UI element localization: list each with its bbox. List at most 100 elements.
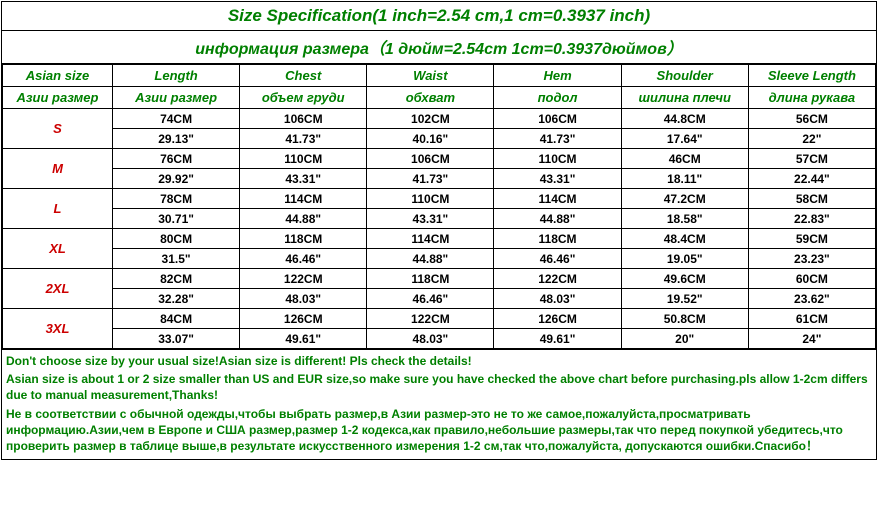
cell-cm: 76CM (113, 149, 240, 169)
col-header: Азии размер (113, 87, 240, 109)
header-row-en: Asian size Length Chest Waist Hem Should… (3, 65, 876, 87)
cell-inch: 48.03" (240, 289, 367, 309)
cell-cm: 122CM (494, 269, 621, 289)
col-header: Chest (240, 65, 367, 87)
cell-inch: 31.5" (113, 249, 240, 269)
col-header: Shoulder (621, 65, 748, 87)
size-label: XL (3, 229, 113, 269)
cell-cm: 46CM (621, 149, 748, 169)
cell-cm: 59CM (748, 229, 875, 249)
cell-inch: 18.11" (621, 169, 748, 189)
cell-cm: 47.2CM (621, 189, 748, 209)
table-row: L78CM114CM110CM114CM47.2CM58CM (3, 189, 876, 209)
cell-cm: 84CM (113, 309, 240, 329)
cell-inch: 48.03" (494, 289, 621, 309)
cell-cm: 114CM (367, 229, 494, 249)
col-header: Sleeve Length (748, 65, 875, 87)
cell-inch: 46.46" (240, 249, 367, 269)
cell-cm: 102CM (367, 109, 494, 129)
cell-inch: 40.16" (367, 129, 494, 149)
cell-cm: 118CM (367, 269, 494, 289)
col-header: Length (113, 65, 240, 87)
cell-cm: 122CM (240, 269, 367, 289)
size-label: 2XL (3, 269, 113, 309)
cell-cm: 57CM (748, 149, 875, 169)
cell-cm: 114CM (494, 189, 621, 209)
cell-cm: 50.8CM (621, 309, 748, 329)
col-header: Hem (494, 65, 621, 87)
cell-cm: 56CM (748, 109, 875, 129)
table-row: 3XL84CM126CM122CM126CM50.8CM61CM (3, 309, 876, 329)
footer-text: Не в соответствии с обычной одежды,чтобы… (6, 406, 872, 455)
size-label: L (3, 189, 113, 229)
header-row-ru: Азии размер Азии размер объем груди обхв… (3, 87, 876, 109)
cell-inch: 48.03" (367, 329, 494, 349)
cell-inch: 43.31" (367, 209, 494, 229)
cell-cm: 82CM (113, 269, 240, 289)
table-row: 29.92"43.31"41.73"43.31"18.11"22.44" (3, 169, 876, 189)
size-label: 3XL (3, 309, 113, 349)
cell-inch: 43.31" (240, 169, 367, 189)
cell-cm: 110CM (367, 189, 494, 209)
footer-text: Don't choose size by your usual size!Asi… (6, 353, 872, 369)
cell-inch: 32.28" (113, 289, 240, 309)
cell-inch: 44.88" (240, 209, 367, 229)
cell-inch: 20" (621, 329, 748, 349)
cell-cm: 118CM (240, 229, 367, 249)
cell-cm: 126CM (494, 309, 621, 329)
table-row: 29.13"41.73"40.16"41.73"17.64"22" (3, 129, 876, 149)
size-label: S (3, 109, 113, 149)
cell-inch: 46.46" (367, 289, 494, 309)
cell-cm: 114CM (240, 189, 367, 209)
table-row: 2XL82CM122CM118CM122CM49.6CM60CM (3, 269, 876, 289)
table-row: M76CM110CM106CM110CM46CM57CM (3, 149, 876, 169)
col-header: подол (494, 87, 621, 109)
cell-inch: 49.61" (494, 329, 621, 349)
cell-inch: 17.64" (621, 129, 748, 149)
cell-inch: 24" (748, 329, 875, 349)
size-label: M (3, 149, 113, 189)
cell-inch: 29.92" (113, 169, 240, 189)
cell-inch: 44.88" (494, 209, 621, 229)
cell-cm: 49.6CM (621, 269, 748, 289)
cell-cm: 44.8CM (621, 109, 748, 129)
col-header: Asian size (3, 65, 113, 87)
cell-inch: 19.05" (621, 249, 748, 269)
cell-cm: 106CM (240, 109, 367, 129)
cell-cm: 48.4CM (621, 229, 748, 249)
table-row: 31.5"46.46"44.88"46.46"19.05"23.23" (3, 249, 876, 269)
cell-inch: 33.07" (113, 329, 240, 349)
cell-inch: 30.71" (113, 209, 240, 229)
footer-text: Asian size is about 1 or 2 size smaller … (6, 371, 872, 403)
cell-cm: 58CM (748, 189, 875, 209)
cell-cm: 106CM (494, 109, 621, 129)
cell-inch: 49.61" (240, 329, 367, 349)
cell-cm: 80CM (113, 229, 240, 249)
table-row: 30.71"44.88"43.31"44.88"18.58"22.83" (3, 209, 876, 229)
cell-inch: 46.46" (494, 249, 621, 269)
cell-inch: 43.31" (494, 169, 621, 189)
cell-inch: 41.73" (240, 129, 367, 149)
cell-inch: 22.83" (748, 209, 875, 229)
col-header: длина рукава (748, 87, 875, 109)
cell-inch: 23.62" (748, 289, 875, 309)
table-row: 32.28"48.03"46.46"48.03"19.52"23.62" (3, 289, 876, 309)
cell-inch: 23.23" (748, 249, 875, 269)
cell-cm: 118CM (494, 229, 621, 249)
table-row: XL80CM118CM114CM118CM48.4CM59CM (3, 229, 876, 249)
table-row: 33.07"49.61"48.03"49.61"20"24" (3, 329, 876, 349)
cell-cm: 122CM (367, 309, 494, 329)
col-header: Азии размер (3, 87, 113, 109)
cell-cm: 74CM (113, 109, 240, 129)
col-header: Waist (367, 65, 494, 87)
cell-cm: 110CM (494, 149, 621, 169)
size-table: Asian size Length Chest Waist Hem Should… (2, 64, 876, 349)
cell-inch: 41.73" (367, 169, 494, 189)
title-russian: информация размера（1 дюйм=2.54cm 1cm=0.3… (2, 31, 876, 64)
cell-cm: 126CM (240, 309, 367, 329)
col-header: объем груди (240, 87, 367, 109)
title-english: Size Specification(1 inch=2.54 cm,1 cm=0… (2, 2, 876, 31)
cell-cm: 78CM (113, 189, 240, 209)
cell-cm: 61CM (748, 309, 875, 329)
table-row: S74CM106CM102CM106CM44.8CM56CM (3, 109, 876, 129)
